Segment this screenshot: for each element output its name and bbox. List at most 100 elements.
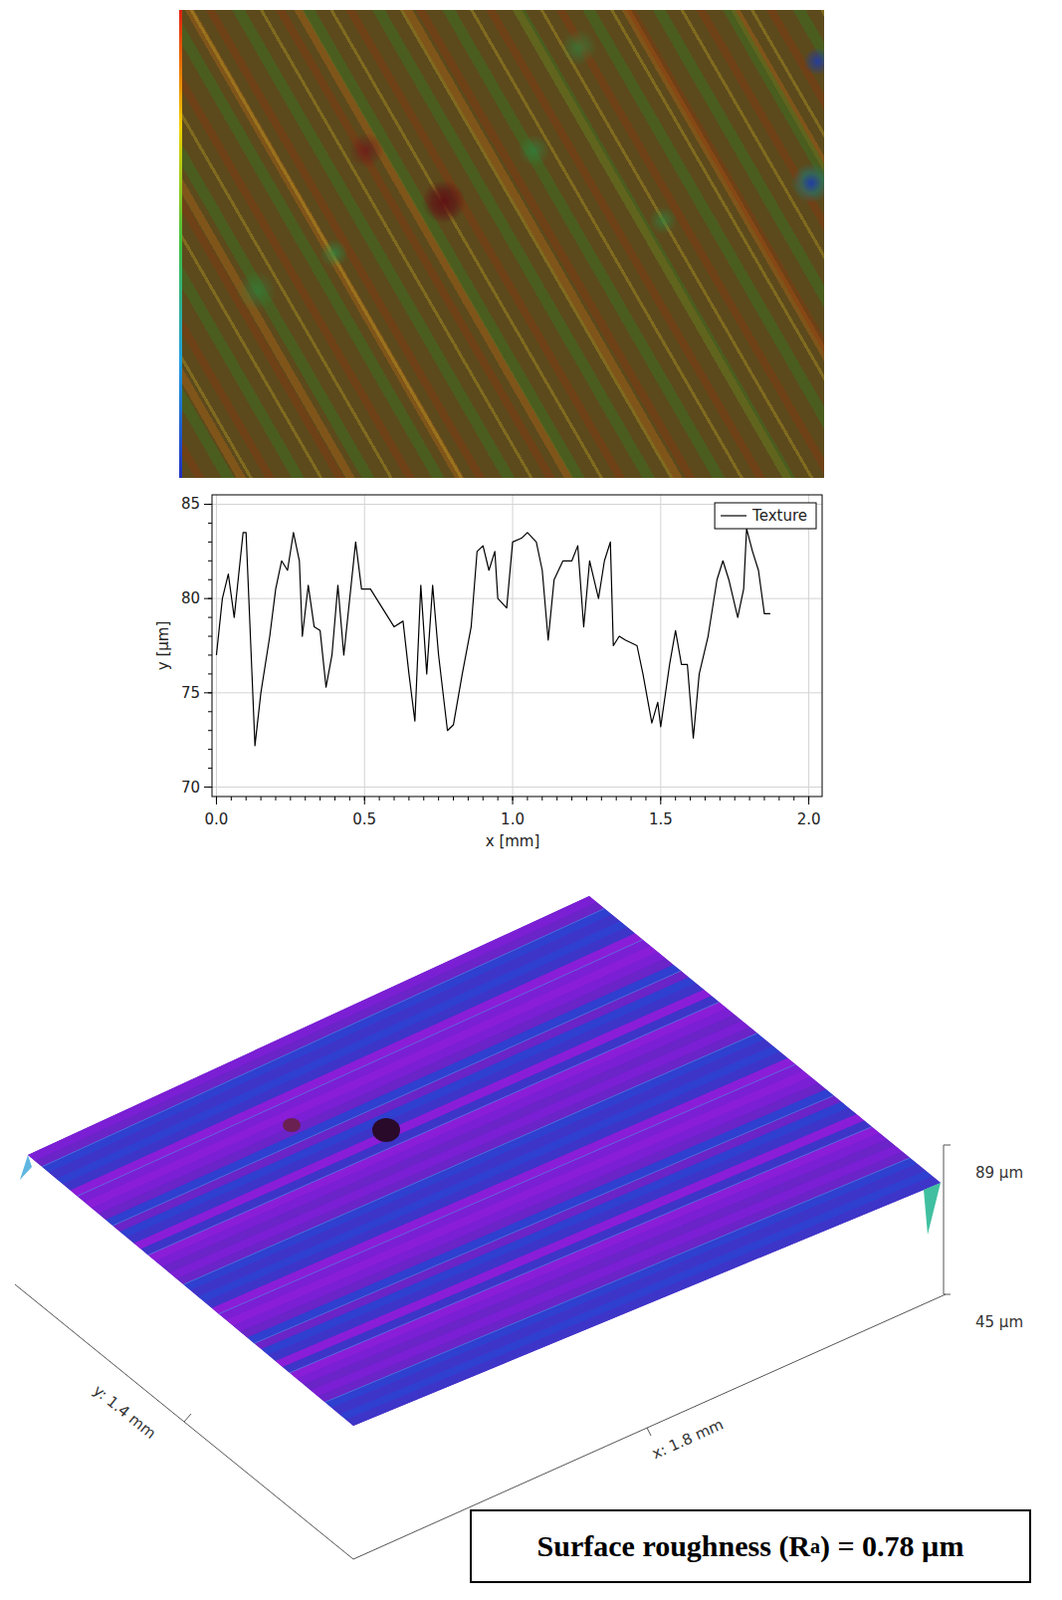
surface-stripe (346, 1176, 941, 1426)
tick (943, 1144, 951, 1146)
minor-tick (208, 579, 213, 581)
surface-map (179, 9, 825, 478)
minor-tick (749, 796, 751, 801)
result-subscript: a (810, 1534, 821, 1558)
axis-title: y: 1.4 mm (89, 1380, 160, 1442)
minor-tick (349, 796, 351, 801)
axis-tick (184, 1413, 192, 1422)
surface-pit (282, 1117, 301, 1132)
minor-tick (793, 796, 795, 801)
minor-tick (571, 796, 573, 801)
minor-tick (586, 796, 588, 801)
surface-stripe (303, 1138, 895, 1390)
tick (204, 503, 213, 505)
tick (512, 796, 514, 805)
legend: Texture (714, 502, 817, 529)
tick (204, 598, 213, 600)
minor-tick (289, 796, 291, 801)
minor-tick (208, 672, 213, 674)
minor-tick (704, 796, 706, 801)
legend-label: Texture (751, 506, 808, 525)
minor-tick (379, 796, 381, 801)
minor-tick (208, 710, 213, 712)
minor-tick (423, 796, 425, 801)
minor-tick (644, 796, 646, 801)
minor-tick (541, 796, 543, 801)
minor-tick (304, 796, 306, 801)
tick (808, 796, 810, 805)
grid-line (364, 494, 366, 797)
axis-title: x [mm] (485, 832, 541, 850)
plot-frame (212, 494, 823, 797)
minor-tick (601, 796, 603, 801)
minor-tick (274, 796, 276, 801)
tick (659, 796, 661, 805)
minor-tick (719, 796, 721, 801)
grid-line (808, 494, 810, 797)
result-text: Surface roughness (R (537, 1528, 811, 1563)
result-text: ) = 0.78 µm (820, 1528, 964, 1563)
minor-tick (526, 796, 528, 801)
grid-line (215, 494, 217, 797)
tick-label: 45 µm (975, 1312, 1024, 1331)
minor-tick (631, 796, 633, 801)
minor-tick (437, 796, 439, 801)
tick-label: 80 (181, 589, 201, 608)
minor-tick (208, 767, 213, 769)
surface-stripe (339, 1170, 934, 1421)
axis-title: x: 1.8 mm (648, 1415, 726, 1464)
grid-line (512, 494, 514, 797)
minor-tick (260, 796, 262, 801)
tick-label: 0.0 (205, 810, 229, 829)
surface-stripe (332, 1163, 926, 1414)
tick-label: 1.0 (500, 810, 525, 829)
minor-tick (734, 796, 736, 801)
minor-tick (394, 796, 396, 801)
data-group (215, 528, 770, 746)
tick-label: 89 µm (975, 1163, 1024, 1182)
minor-tick (230, 796, 232, 801)
minor-tick (452, 796, 454, 801)
line (215, 528, 770, 746)
tick-label: 70 (181, 778, 201, 797)
figure: 0.00.51.01.52.070758085x [mm]y [µm]Textu… (0, 0, 1062, 1600)
surface-groove (325, 1157, 911, 1402)
minor-tick (689, 796, 691, 801)
minor-tick (208, 636, 213, 638)
legend-key (720, 514, 747, 516)
axis-line (943, 1144, 945, 1294)
tick (943, 1293, 951, 1295)
minor-tick (208, 748, 213, 750)
axis-tick (646, 1427, 651, 1436)
tick-label: 85 (181, 494, 201, 513)
result-box: Surface roughness (Ra) = 0.78 µm (469, 1508, 1032, 1583)
tick (204, 691, 213, 693)
color-scale (179, 9, 183, 478)
tick-label: 2.0 (797, 810, 822, 829)
minor-tick (616, 796, 618, 801)
minor-tick (208, 541, 213, 543)
minor-tick (245, 796, 247, 801)
minor-tick (408, 796, 410, 801)
surface-stripe (296, 1132, 887, 1385)
tick (364, 796, 366, 805)
tick (204, 786, 213, 788)
minor-tick (208, 653, 213, 655)
tick (215, 796, 217, 805)
surface-stripe (310, 1144, 902, 1396)
tick-label: 75 (181, 683, 201, 702)
surface-groove (289, 1126, 872, 1373)
legend-box (714, 502, 817, 529)
minor-tick (208, 617, 213, 619)
surface-base (27, 895, 941, 1426)
minor-tick (482, 796, 484, 801)
surface-stripe (318, 1151, 911, 1403)
minor-tick (208, 729, 213, 731)
tick-label: 0.5 (352, 810, 377, 829)
surface-stripe (325, 1157, 918, 1408)
grid-line (659, 494, 661, 797)
surface-edge (19, 1154, 32, 1180)
minor-tick (778, 796, 780, 801)
surface-pit (372, 1117, 401, 1142)
minor-tick (467, 796, 469, 801)
